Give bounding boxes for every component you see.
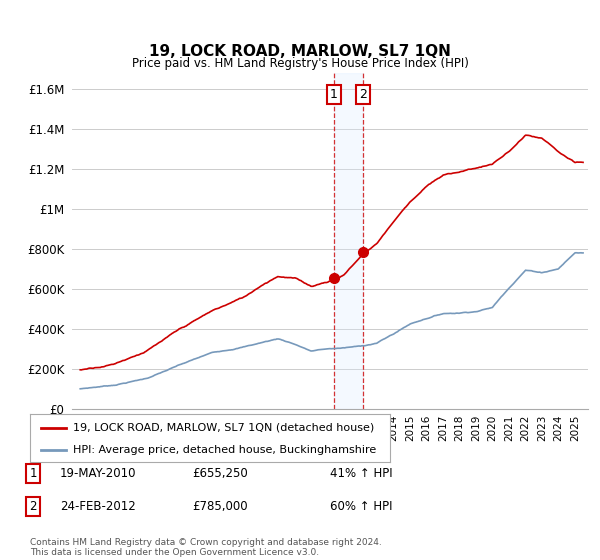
Text: 1: 1	[330, 88, 338, 101]
Text: 19, LOCK ROAD, MARLOW, SL7 1QN: 19, LOCK ROAD, MARLOW, SL7 1QN	[149, 44, 451, 59]
Text: Contains HM Land Registry data © Crown copyright and database right 2024.
This d: Contains HM Land Registry data © Crown c…	[30, 538, 382, 557]
Text: 2: 2	[29, 500, 37, 514]
Text: 19, LOCK ROAD, MARLOW, SL7 1QN (detached house): 19, LOCK ROAD, MARLOW, SL7 1QN (detached…	[73, 423, 374, 433]
Text: 2: 2	[359, 88, 367, 101]
Text: £655,250: £655,250	[192, 466, 248, 480]
Text: 1: 1	[29, 466, 37, 480]
Bar	[334, 73, 363, 409]
Text: HPI: Average price, detached house, Buckinghamshire: HPI: Average price, detached house, Buck…	[73, 445, 376, 455]
Text: £785,000: £785,000	[192, 500, 248, 514]
Text: 41% ↑ HPI: 41% ↑ HPI	[330, 466, 392, 480]
Text: 60% ↑ HPI: 60% ↑ HPI	[330, 500, 392, 514]
Text: Price paid vs. HM Land Registry's House Price Index (HPI): Price paid vs. HM Land Registry's House …	[131, 57, 469, 70]
Text: 19-MAY-2010: 19-MAY-2010	[60, 466, 137, 480]
Text: 24-FEB-2012: 24-FEB-2012	[60, 500, 136, 514]
